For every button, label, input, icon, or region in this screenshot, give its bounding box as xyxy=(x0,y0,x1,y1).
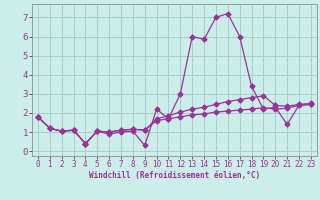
X-axis label: Windchill (Refroidissement éolien,°C): Windchill (Refroidissement éolien,°C) xyxy=(89,171,260,180)
